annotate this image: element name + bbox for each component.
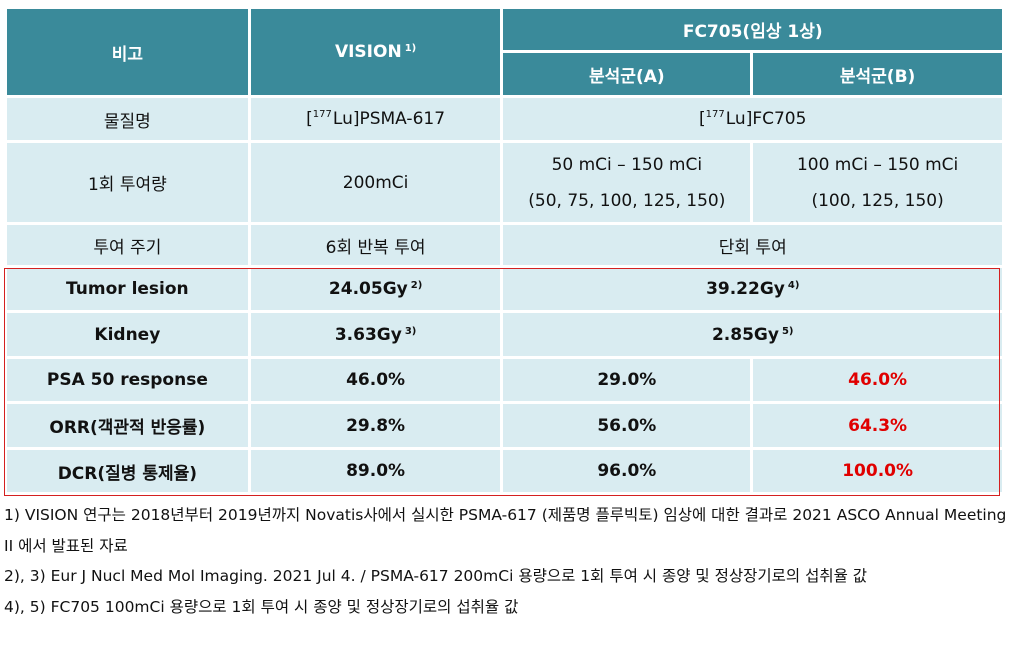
row-orr-vision: 29.8% — [250, 404, 501, 447]
row-dcr-group-b: 100.0% — [753, 450, 1002, 492]
row-dose-group-a: 50 mCi – 150 mCi (50, 75, 100, 125, 150) — [503, 143, 751, 222]
dose-range-b: 100 mCi – 150 mCi — [796, 154, 959, 175]
row-dose-label: 1회 투여량 — [7, 143, 248, 222]
row-kidney-fc705: 2.85Gy 5) — [503, 313, 1002, 356]
header-vision-label: VISION — [334, 42, 402, 62]
kidney-vision-value: 3.63Gy — [334, 324, 402, 345]
row-kidney-label: Kidney — [7, 313, 248, 356]
fc705-material: Lu]FC705 — [725, 109, 807, 129]
footnote-ref: 5) — [781, 325, 794, 337]
footnotes: 1) VISION 연구는 2018년부터 2019년까지 Novatis사에서… — [4, 500, 1020, 622]
row-psa-group-a: 29.0% — [503, 359, 751, 401]
bracket: [ — [699, 109, 706, 129]
row-kidney-vision: 3.63Gy 3) — [250, 313, 501, 356]
row-cycle-label: 투여 주기 — [7, 225, 248, 265]
dose-list-b: (100, 125, 150) — [811, 190, 944, 211]
kidney-fc705-value: 2.85Gy — [711, 324, 779, 345]
row-orr-label: ORR(객관적 반응률) — [7, 404, 248, 447]
row-cycle-vision: 6회 반복 투여 — [250, 225, 501, 265]
row-tumor-fc705: 39.22Gy 4) — [503, 268, 1002, 310]
row-psa-label: PSA 50 response — [7, 359, 248, 401]
row-dcr-group-a: 96.0% — [503, 450, 751, 492]
footnote-3: 4), 5) FC705 100mCi 용량으로 1회 투여 시 종양 및 정상… — [4, 597, 519, 616]
header-group-a: 분석군(A) — [503, 53, 751, 95]
row-psa-group-b: 46.0% — [753, 359, 1002, 401]
vision-material: Lu]PSMA-617 — [332, 109, 446, 129]
row-dose-group-b: 100 mCi – 150 mCi (100, 125, 150) — [753, 143, 1002, 222]
row-cycle-fc705: 단회 투여 — [503, 225, 1002, 265]
footnote-ref: 3) — [404, 325, 417, 337]
row-material-fc705: [177Lu]FC705 — [503, 98, 1002, 140]
row-material-vision: [177Lu]PSMA-617 — [250, 98, 501, 140]
header-fc705: FC705(임상 1상) — [503, 9, 1002, 50]
header-group-b: 분석군(B) — [753, 53, 1002, 95]
row-dcr-vision: 89.0% — [250, 450, 501, 492]
isotope-mass: 177 — [705, 109, 725, 120]
footnote-ref: 4) — [787, 280, 800, 291]
bracket: [ — [306, 109, 313, 129]
row-tumor-label: Tumor lesion — [7, 268, 248, 310]
footnote-1: 1) VISION 연구는 2018년부터 2019년까지 Novatis사에서… — [4, 506, 1007, 555]
row-material-label: 물질명 — [7, 98, 248, 140]
header-vision-footnote: 1) — [404, 43, 417, 54]
row-psa-vision: 46.0% — [250, 359, 501, 401]
footnote-ref: 2) — [410, 280, 423, 291]
header-vision: VISION 1) — [250, 9, 501, 95]
isotope-mass: 177 — [312, 109, 332, 120]
header-remarks: 비고 — [7, 9, 248, 95]
footnote-2: 2), 3) Eur J Nucl Med Mol Imaging. 2021 … — [4, 567, 868, 585]
dose-list-a: (50, 75, 100, 125, 150) — [528, 190, 726, 211]
tumor-fc705-value: 39.22Gy — [706, 279, 785, 299]
comparison-table: 비고 VISION 1) FC705(임상 1상) 분석군(A) 분석군(B) 물… — [4, 6, 1005, 495]
row-orr-group-a: 56.0% — [503, 404, 751, 447]
dose-range-a: 50 mCi – 150 mCi — [551, 154, 703, 175]
tumor-vision-value: 24.05Gy — [328, 279, 408, 299]
row-tumor-vision: 24.05Gy 2) — [250, 268, 501, 310]
row-orr-group-b: 64.3% — [753, 404, 1002, 447]
row-dcr-label: DCR(질병 통제율) — [7, 450, 248, 492]
row-dose-vision: 200mCi — [250, 143, 501, 222]
